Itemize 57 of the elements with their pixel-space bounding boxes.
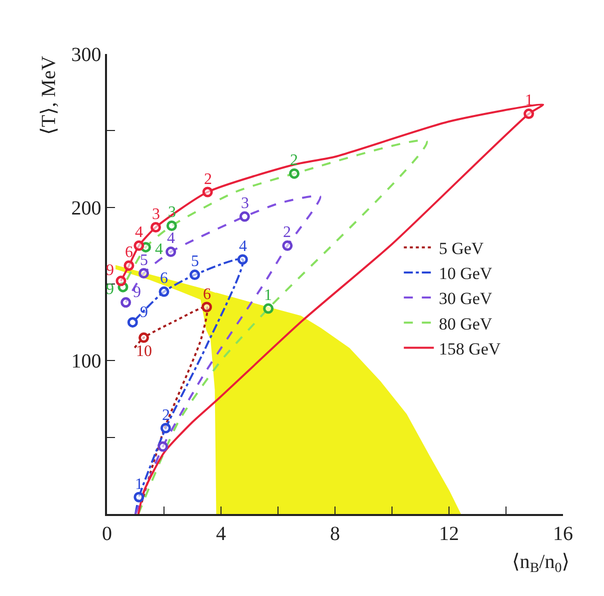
point: [166, 246, 176, 258]
point: [120, 297, 132, 308]
point: [134, 492, 144, 502]
y-tick-label: 300: [71, 44, 102, 66]
annotation: 3: [241, 195, 249, 212]
legend-label: 5 GeV: [438, 238, 484, 258]
annotation: 1: [525, 92, 533, 109]
legend-label: 30 GeV: [438, 289, 493, 308]
annotation: 6: [203, 286, 211, 303]
annotation: 10: [136, 343, 152, 360]
x-tick-label: 0: [102, 522, 112, 545]
annotation: 9: [133, 284, 141, 301]
point: [127, 317, 138, 328]
annotation: 1: [264, 287, 272, 304]
annotation: 6: [125, 244, 133, 261]
point: [289, 168, 300, 179]
annotation: 2: [204, 171, 212, 188]
x-tick-label: 12: [439, 522, 459, 545]
point: [190, 270, 200, 280]
annotation: 2: [283, 224, 291, 241]
point: [237, 254, 248, 265]
x-axis-title: ⟨n$_{B}$/n$_{0}$⟩: [512, 551, 570, 576]
x-tick-label: 4: [216, 522, 226, 545]
annotation: 9: [140, 304, 148, 321]
annotation: 4: [135, 224, 143, 241]
point: [166, 220, 177, 231]
annotation: 4: [239, 238, 247, 255]
point: [524, 108, 534, 120]
point: [124, 260, 134, 271]
point: [160, 422, 171, 434]
point: [239, 211, 250, 222]
legend-label: 10 GeV: [438, 264, 493, 284]
annotation: 4: [155, 241, 163, 258]
point: [158, 286, 170, 297]
x-tick-label: 8: [330, 522, 340, 545]
legend-label: 80 GeV: [438, 314, 493, 334]
legend-label: 158 GeV: [438, 339, 502, 358]
point: [138, 332, 150, 343]
point: [150, 222, 161, 233]
annotation: 5: [191, 253, 199, 270]
x-tick-label: 16: [553, 522, 573, 545]
point: [116, 276, 126, 286]
point: [138, 268, 150, 279]
annotation: 3: [152, 206, 160, 223]
point: [202, 186, 213, 198]
point: [202, 302, 212, 312]
annotation: 1: [135, 476, 143, 493]
point: [282, 240, 293, 251]
annotation: 5: [140, 252, 148, 269]
point: [263, 303, 274, 314]
point: [158, 441, 168, 452]
y-tick-label: 100: [71, 350, 102, 373]
annotation: 2: [162, 407, 170, 424]
y-axis-title: ⟨T⟩, MeV: [38, 55, 60, 135]
point: [134, 240, 144, 251]
y-tick-label: 200: [71, 197, 102, 220]
annotation: 4: [167, 230, 175, 247]
